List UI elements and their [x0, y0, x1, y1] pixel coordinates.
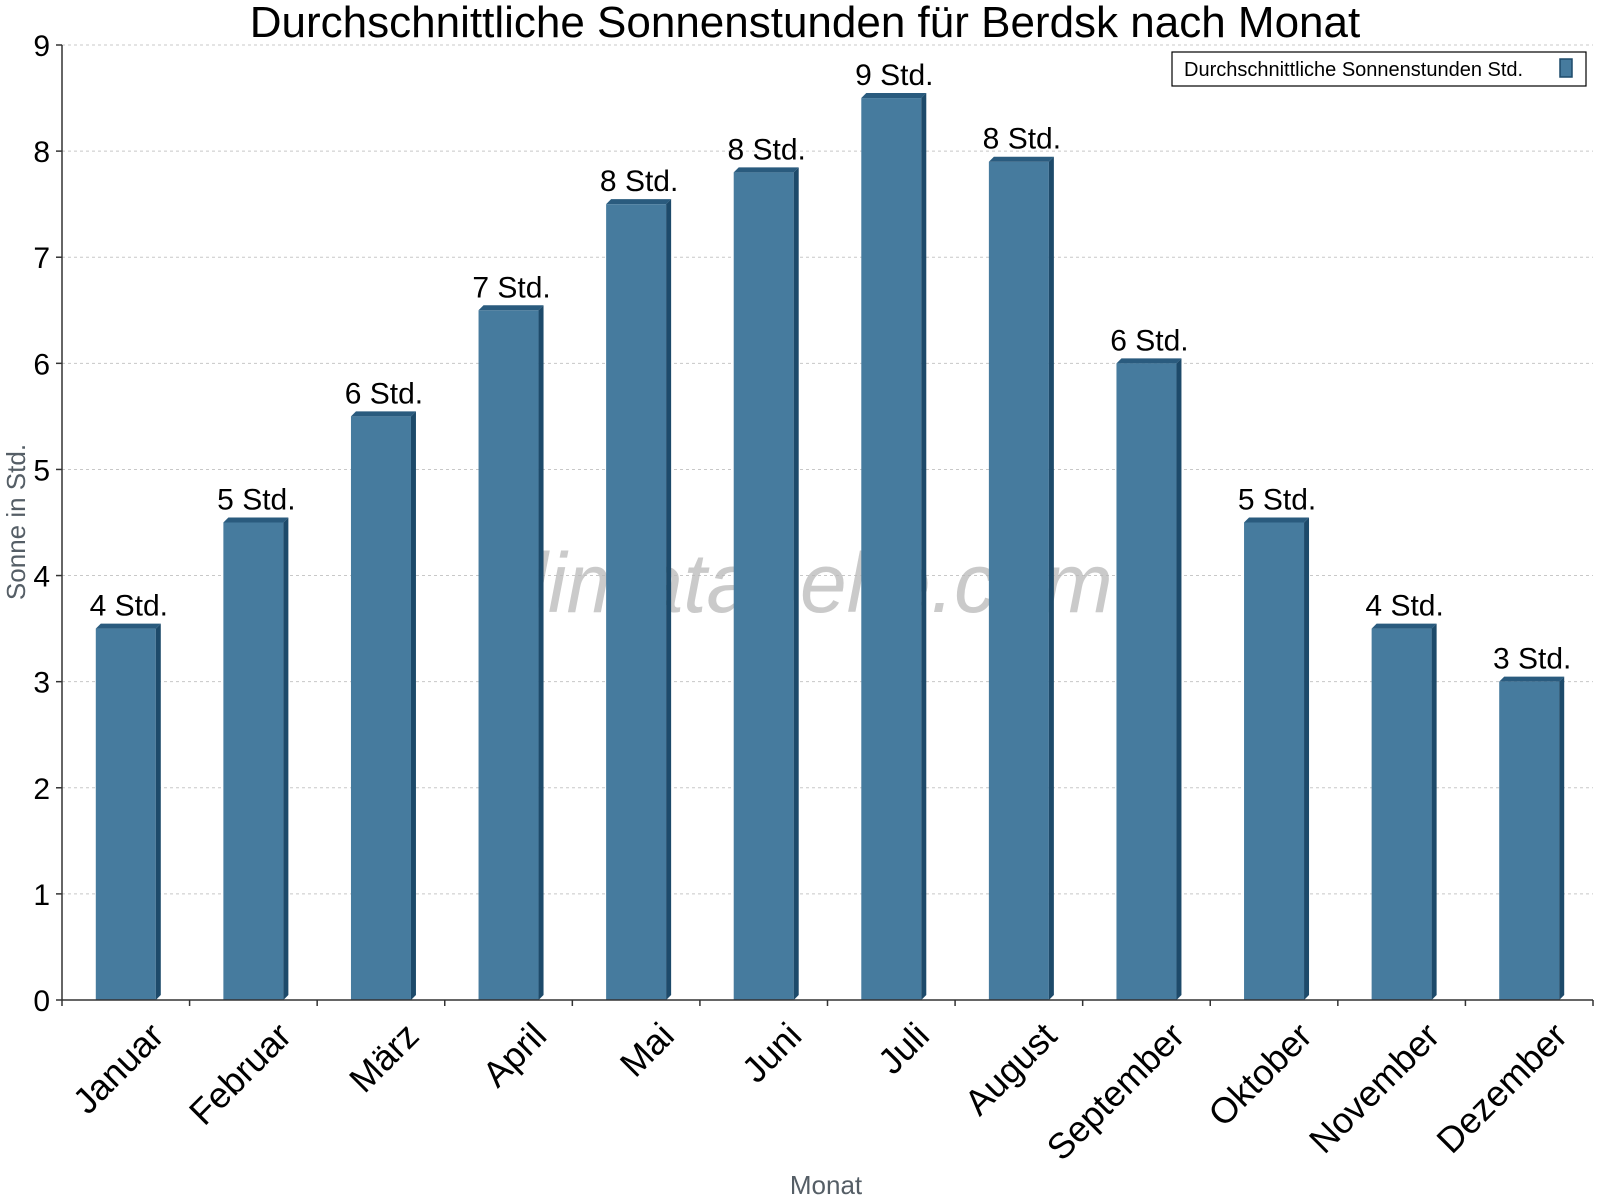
bar-front [1371, 628, 1432, 1000]
data-label: 8 Std. [600, 165, 678, 198]
y-tick-label: 1 [33, 879, 50, 912]
bar-top [1499, 676, 1565, 682]
bar-side [1431, 623, 1437, 1000]
bar-top [223, 517, 289, 523]
data-label: 5 Std. [1238, 484, 1316, 517]
bar-front [1499, 681, 1560, 1000]
bar-front [223, 522, 284, 1000]
bar-side [1559, 676, 1565, 1000]
data-label: 6 Std. [1110, 324, 1188, 357]
bar [1116, 358, 1182, 1000]
x-axis-title: Monat [790, 1170, 863, 1200]
bar-side [410, 411, 416, 1000]
legend-label: Durchschnittliche Sonnenstunden Std. [1184, 59, 1523, 81]
bar-front [988, 161, 1049, 1000]
x-tick-label: August [956, 1015, 1064, 1123]
data-label: 8 Std. [728, 133, 806, 166]
y-tick-label: 4 [33, 561, 50, 594]
bar [1371, 623, 1437, 1000]
x-tick-label: Juli [870, 1015, 937, 1082]
y-tick-label: 3 [33, 667, 50, 700]
x-tick-label: September [1039, 1015, 1193, 1169]
bar-side [283, 517, 289, 1000]
chart-title: Durchschnittliche Sonnenstunden für Berd… [250, 0, 1360, 47]
bar-top [1371, 623, 1437, 629]
x-tick-label: Mai [612, 1015, 682, 1085]
y-tick-label: 8 [33, 136, 50, 169]
bar [350, 411, 416, 1000]
x-tick-label: Februar [181, 1015, 299, 1133]
y-tick-label: 6 [33, 348, 50, 381]
x-tick-label: Dezember [1428, 1015, 1574, 1161]
y-axis-ticks: 0 1 2 3 4 5 6 7 8 9 [33, 30, 62, 1018]
data-label: 6 Std. [345, 377, 423, 410]
bar-front [478, 310, 539, 1000]
bar-front [95, 628, 156, 1000]
data-label: 4 Std. [1365, 590, 1443, 623]
y-tick-label: 9 [33, 30, 50, 63]
data-labels: 4 Std. 5 Std. 6 Std. 7 Std. 8 Std. 8 Std. 9 St… [90, 59, 1572, 676]
bars [95, 93, 1565, 1001]
bar-top [1116, 358, 1182, 364]
bar-front [1244, 522, 1305, 1000]
data-label: 8 Std. [983, 123, 1061, 156]
x-axis-labels: Januar Februar März April Mai Juni Juli AugustS… [65, 1015, 1575, 1169]
bar-top [861, 93, 927, 99]
legend-swatch [1559, 58, 1573, 78]
data-label: 9 Std. [855, 59, 933, 92]
data-label: 4 Std. [90, 590, 168, 623]
bar-side [666, 199, 672, 1000]
bar [223, 517, 289, 1000]
bar [1244, 517, 1310, 1000]
x-tick-label: Juni [734, 1015, 810, 1091]
bar-side [1304, 517, 1310, 1000]
data-label: 3 Std. [1493, 643, 1571, 676]
bar [1499, 676, 1565, 1000]
legend-box [1171, 51, 1587, 87]
x-tick-label: Oktober [1200, 1015, 1320, 1135]
bar-top [606, 199, 672, 205]
bar [95, 623, 161, 1000]
bar-top [988, 156, 1054, 162]
bar-side [155, 623, 161, 1000]
bar-top [733, 167, 799, 173]
bar-top [350, 411, 416, 417]
bar-top [1244, 517, 1310, 523]
x-tick-label: Januar [65, 1015, 172, 1122]
bar-front [606, 204, 667, 1000]
bar-side [538, 305, 544, 1000]
data-label: 7 Std. [472, 271, 550, 304]
x-tick-label: März [341, 1015, 427, 1101]
legend: Durchschnittliche Sonnenstunden Std. [1171, 51, 1587, 87]
bar [733, 167, 799, 1001]
bar-front [1116, 363, 1177, 1000]
bar [606, 199, 672, 1000]
x-tick-label: April [474, 1015, 554, 1095]
bar [988, 156, 1054, 1000]
bar [478, 305, 544, 1000]
axes [61, 45, 1594, 1006]
y-tick-label: 5 [33, 454, 50, 487]
gridlines [62, 44, 1593, 895]
bar-top [478, 305, 544, 311]
bar-front [861, 98, 922, 1001]
bar-side [1048, 156, 1054, 1000]
bar-side [793, 167, 799, 1001]
bar-side [921, 93, 927, 1001]
bar-side [1176, 358, 1182, 1000]
bar [861, 93, 927, 1001]
y-tick-label: 0 [33, 985, 50, 1018]
y-tick-label: 7 [33, 242, 50, 275]
data-label: 5 Std. [217, 484, 295, 517]
x-tick-label: November [1301, 1015, 1447, 1161]
bar-front [350, 416, 411, 1000]
y-tick-label: 2 [33, 773, 50, 806]
bar-front [733, 172, 794, 1001]
bar-top [95, 623, 161, 629]
y-axis-title: Sonne in Std. [1, 444, 31, 600]
